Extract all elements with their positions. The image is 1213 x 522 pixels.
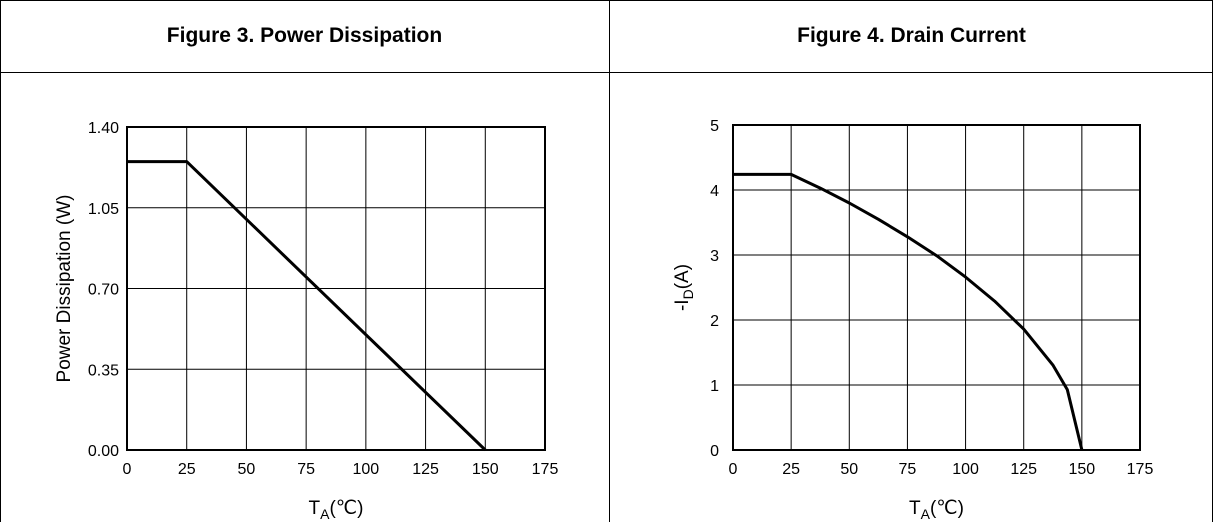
x-tick-label: 100 <box>353 461 380 478</box>
x-tick-label: 50 <box>840 461 858 478</box>
column-divider <box>609 0 610 522</box>
figure-3-title: Figure 3. Power Dissipation <box>166 24 443 47</box>
y-tick-label: 1.40 <box>88 120 119 137</box>
y-tick-label: 1.05 <box>88 201 119 218</box>
x-tick-label: 175 <box>532 461 559 478</box>
x-tick-label: 100 <box>952 461 979 478</box>
figure-4-title: Figure 4. Drain Current <box>797 24 1026 47</box>
x-tick-label: 75 <box>899 461 917 478</box>
series-line-0 <box>733 172 1084 451</box>
x-axis-label: TA(℃) <box>909 498 964 522</box>
x-tick-label: 75 <box>297 461 315 478</box>
x-tick-label: 125 <box>412 461 439 478</box>
x-tick-label: 50 <box>238 461 256 478</box>
x-tick-label: 125 <box>1010 461 1037 478</box>
y-tick-label: 3 <box>710 248 719 265</box>
series-line-0 <box>127 160 487 452</box>
x-tick-label: 25 <box>178 461 196 478</box>
y-tick-label: 2 <box>710 313 719 330</box>
plot-area-border <box>126 126 546 451</box>
y-tick-label: 1 <box>710 378 719 395</box>
y-axis-label: Power Dissipation (W) <box>54 195 75 383</box>
power-dissipation-chart: 0 25 50 75 100 125 150 175 0.00 0.35 0.70 1.05 1.40 T… <box>54 120 559 522</box>
x-tick-label: 0 <box>729 461 738 478</box>
y-axis-label: -ID(A) <box>672 264 696 311</box>
x-axis-label: TA(℃) <box>309 498 364 522</box>
y-tick-label: 0.35 <box>88 362 119 379</box>
y-tick-label: 5 <box>710 118 719 135</box>
x-tick-label: 150 <box>472 461 499 478</box>
y-tick-label: 4 <box>710 183 719 200</box>
x-tick-label: 0 <box>123 461 132 478</box>
x-tick-label: 25 <box>782 461 800 478</box>
x-tick-label: 175 <box>1127 461 1154 478</box>
y-tick-label: 0.00 <box>88 443 119 460</box>
plot-area-border <box>732 124 1141 451</box>
x-tick-label: 150 <box>1069 461 1096 478</box>
header-divider <box>0 72 1213 73</box>
y-tick-label: 0 <box>710 443 719 460</box>
y-tick-label: 0.70 <box>88 282 119 299</box>
